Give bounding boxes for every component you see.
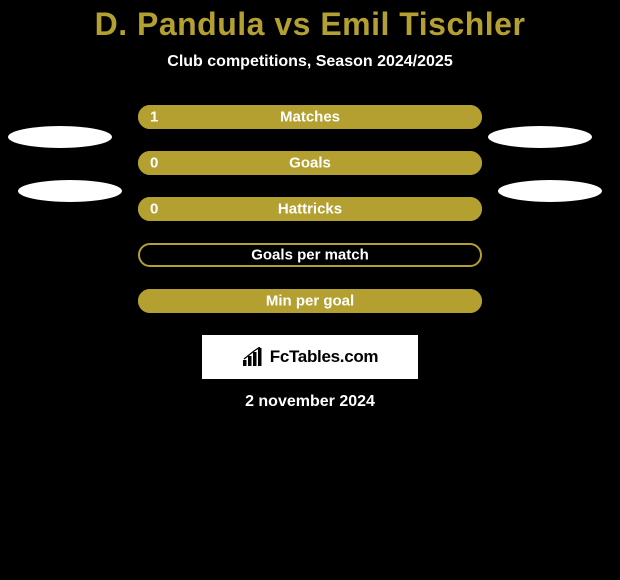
decorative-ellipse	[498, 180, 602, 202]
bar-wrap: Hattricks 0	[138, 197, 482, 221]
bar-label: Matches	[280, 109, 340, 126]
bar-label: Min per goal	[266, 293, 354, 310]
logo-text: FcTables.com	[270, 347, 379, 367]
bar-value: 0	[150, 155, 158, 172]
chart-row: Goals per match	[0, 243, 620, 267]
infographic-container: D. Pandula vs Emil Tischler Club competi…	[0, 0, 620, 411]
bar-wrap: Goals per match	[138, 243, 482, 267]
chart-bars-icon	[242, 347, 266, 367]
bar-label: Hattricks	[278, 201, 342, 218]
bar-label: Goals	[289, 155, 331, 172]
bar-wrap: Goals 0	[138, 151, 482, 175]
chart-row: Goals 0	[0, 151, 620, 175]
decorative-ellipse	[18, 180, 122, 202]
page-title: D. Pandula vs Emil Tischler	[95, 6, 526, 43]
bar-value: 1	[150, 109, 158, 126]
bar-wrap: Matches 1	[138, 105, 482, 129]
chart-row: Min per goal	[0, 289, 620, 313]
bar-label: Goals per match	[251, 247, 369, 264]
decorative-ellipse	[488, 126, 592, 148]
subtitle: Club competitions, Season 2024/2025	[167, 53, 452, 71]
logo-box: FcTables.com	[202, 335, 418, 379]
bar-wrap: Min per goal	[138, 289, 482, 313]
date-text: 2 november 2024	[245, 393, 375, 411]
bar-value: 0	[150, 201, 158, 218]
decorative-ellipse	[8, 126, 112, 148]
